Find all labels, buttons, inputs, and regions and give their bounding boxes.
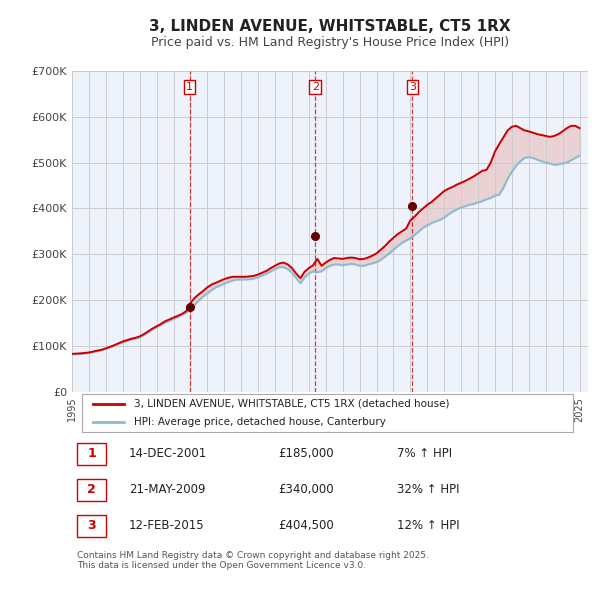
Text: 2: 2 [312, 82, 319, 92]
FancyBboxPatch shape [77, 478, 106, 501]
Text: 2: 2 [87, 483, 96, 496]
Text: HPI: Average price, detached house, Canterbury: HPI: Average price, detached house, Cant… [134, 417, 386, 427]
Text: 1: 1 [87, 447, 96, 460]
FancyBboxPatch shape [82, 394, 572, 432]
Text: £185,000: £185,000 [278, 447, 334, 460]
Text: 3: 3 [409, 82, 416, 92]
Text: 14-DEC-2001: 14-DEC-2001 [129, 447, 207, 460]
Text: Price paid vs. HM Land Registry's House Price Index (HPI): Price paid vs. HM Land Registry's House … [151, 36, 509, 49]
Text: 12% ↑ HPI: 12% ↑ HPI [397, 519, 460, 532]
Text: Contains HM Land Registry data © Crown copyright and database right 2025.
This d: Contains HM Land Registry data © Crown c… [77, 551, 429, 571]
Text: 7% ↑ HPI: 7% ↑ HPI [397, 447, 452, 460]
Text: 3: 3 [87, 519, 96, 532]
Text: 3, LINDEN AVENUE, WHITSTABLE, CT5 1RX: 3, LINDEN AVENUE, WHITSTABLE, CT5 1RX [149, 19, 511, 34]
Text: £404,500: £404,500 [278, 519, 334, 532]
Text: 21-MAY-2009: 21-MAY-2009 [129, 483, 205, 496]
FancyBboxPatch shape [77, 514, 106, 537]
Text: 1: 1 [186, 82, 193, 92]
Text: £340,000: £340,000 [278, 483, 334, 496]
Text: 32% ↑ HPI: 32% ↑ HPI [397, 483, 460, 496]
Text: 3, LINDEN AVENUE, WHITSTABLE, CT5 1RX (detached house): 3, LINDEN AVENUE, WHITSTABLE, CT5 1RX (d… [134, 399, 449, 409]
Text: 12-FEB-2015: 12-FEB-2015 [129, 519, 205, 532]
FancyBboxPatch shape [77, 442, 106, 465]
